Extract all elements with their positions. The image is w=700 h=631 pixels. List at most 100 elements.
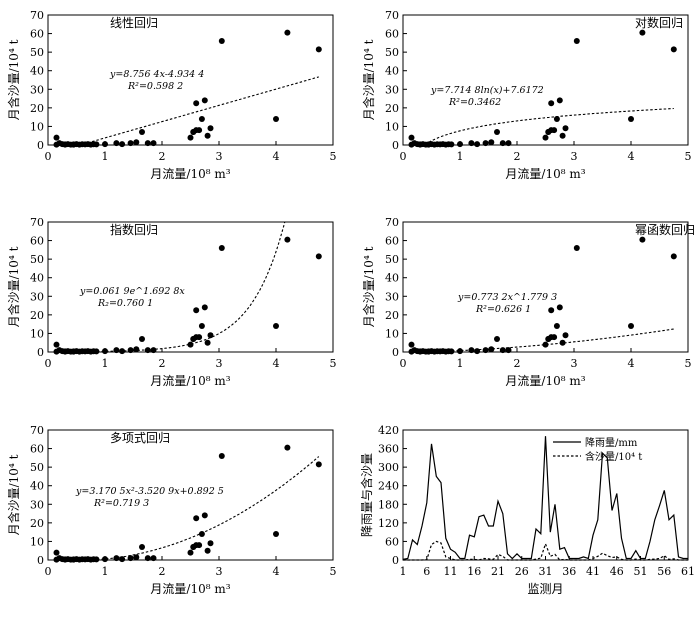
data-point (670, 253, 677, 260)
x-axis-label: 月流量/10⁸ m³ (150, 374, 230, 388)
y-tick-label: 20 (385, 309, 399, 322)
data-point (196, 542, 203, 549)
data-point (482, 347, 489, 354)
data-point (190, 336, 197, 342)
y-tick-label: 20 (30, 309, 44, 322)
y-tick-label: 60 (30, 443, 44, 456)
data-point (545, 129, 552, 135)
data-point (457, 141, 463, 148)
plot-frame (402, 221, 689, 353)
data-point (408, 341, 415, 348)
y-tick-label: 70 (30, 9, 44, 22)
x-axis-label: 月流量/10⁸ m³ (505, 167, 585, 181)
data-point (204, 132, 211, 139)
data-point (548, 307, 555, 314)
x-tick-label: 2 (159, 565, 166, 578)
data-point (273, 116, 279, 122)
x-tick-label: 3 (571, 357, 578, 370)
fit-equation: y=7.714 8ln(x)+7.6172 (430, 85, 544, 96)
data-point (150, 347, 157, 354)
y-tick-label: 180 (378, 498, 399, 511)
y-tick-label: 50 (30, 46, 44, 59)
data-point (119, 556, 126, 563)
data-point (187, 549, 194, 556)
x-tick-label: 51 (634, 565, 648, 578)
x-tick-label: 5 (685, 150, 692, 163)
y-tick-label: 360 (378, 443, 399, 456)
y-tick-label: 0 (37, 346, 44, 359)
data-point (499, 140, 506, 147)
data-point (488, 139, 495, 146)
x-axis-label: 监测月 (527, 582, 563, 596)
data-point (628, 116, 634, 122)
x-tick-label: 3 (571, 150, 578, 163)
regression-fit-line (411, 107, 674, 146)
y-tick-label: 0 (37, 139, 44, 152)
data-point (482, 140, 489, 147)
fit-r2: R₂=0.760 1 (97, 298, 153, 309)
legend-label-rainfall: 降雨量/mm (585, 436, 638, 449)
scatter-panel-linear: 0 10 20 30 40 50 60 70 0 1 2 3 4 5 月流量/10⁸ m³ 月含沙量/10⁴ … (6, 9, 337, 181)
y-tick-label: 10 (385, 327, 399, 340)
y-tick-label: 10 (30, 535, 44, 548)
data-point (133, 554, 140, 561)
x-tick-label: 36 (562, 565, 576, 578)
y-tick-label: 50 (30, 253, 44, 266)
data-point (127, 555, 134, 562)
data-point (113, 347, 120, 354)
data-point (488, 346, 495, 353)
rainfall-line (402, 436, 688, 560)
x-tick-label: 3 (216, 357, 223, 370)
y-tick-label: 20 (385, 102, 399, 115)
data-point (113, 555, 120, 562)
data-point (556, 97, 563, 104)
data-point (102, 348, 108, 355)
data-point (505, 140, 512, 147)
data-point (548, 100, 555, 107)
y-tick-label: 10 (385, 120, 399, 133)
y-tick-label: 0 (392, 554, 399, 567)
x-tick-label: 0 (45, 565, 52, 578)
y-tick-label: 30 (30, 83, 44, 96)
x-tick-label: 1 (102, 357, 109, 370)
y-tick-label: 20 (30, 102, 44, 115)
data-point (113, 140, 120, 147)
data-point (417, 141, 424, 148)
y-tick-label: 10 (30, 327, 44, 340)
x-tick-label: 5 (330, 565, 337, 578)
x-tick-label: 2 (514, 150, 521, 163)
data-point (448, 141, 455, 148)
plot-frame (402, 429, 689, 561)
data-point (273, 323, 279, 329)
x-tick-label: 6 (423, 565, 430, 578)
x-tick-label: 4 (273, 357, 280, 370)
scatter-panel-poly: 0 10 20 30 40 50 60 70 0 1 2 3 4 5 月流量/10⁸ m³ 月含沙量/10⁴ … (6, 424, 337, 596)
fit-equation: y=8.756 4x-4.934 4 (109, 69, 204, 80)
y-tick-label: 10 (30, 120, 44, 133)
y-tick-label: 0 (37, 554, 44, 567)
data-point (102, 141, 108, 148)
data-point (542, 341, 549, 348)
panel-title: 对数回归 (635, 15, 683, 30)
data-point (273, 531, 279, 537)
y-tick-label: 40 (30, 272, 44, 285)
y-tick-label: 240 (378, 480, 399, 493)
data-point (144, 347, 151, 354)
legend-label-sediment: 含沙量/10⁴ t (585, 450, 642, 463)
data-point (474, 141, 481, 148)
y-tick-label: 50 (385, 253, 399, 266)
data-point (207, 125, 214, 132)
fit-equation: y=0.773 2x^1.779 3 (457, 292, 557, 303)
x-tick-label: 11 (444, 565, 458, 578)
data-point (207, 332, 214, 339)
y-tick-label: 60 (30, 235, 44, 248)
x-tick-label: 4 (628, 357, 635, 370)
data-point (408, 134, 415, 141)
data-point (150, 555, 157, 562)
plot-frame (47, 429, 334, 561)
data-point (70, 348, 77, 355)
data-point (639, 29, 646, 36)
data-point (201, 304, 208, 311)
data-point (639, 236, 646, 243)
data-point (670, 46, 677, 53)
